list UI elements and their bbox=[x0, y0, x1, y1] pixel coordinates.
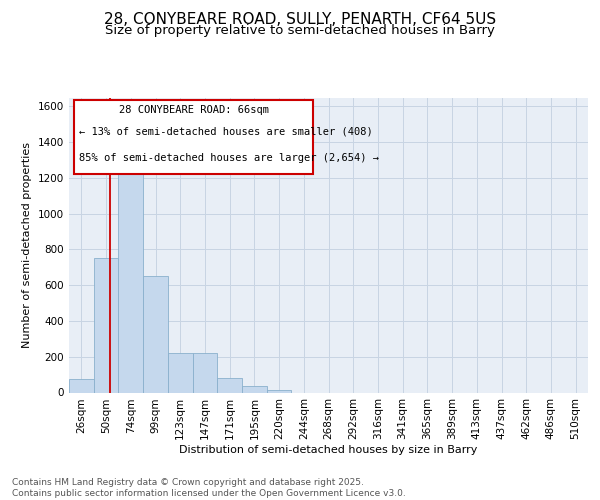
Bar bbox=[118, 162, 143, 392]
Bar bbox=[168, 353, 193, 393]
Bar bbox=[193, 353, 217, 393]
Text: Contains HM Land Registry data © Crown copyright and database right 2025.
Contai: Contains HM Land Registry data © Crown c… bbox=[12, 478, 406, 498]
FancyBboxPatch shape bbox=[74, 100, 313, 174]
Bar bbox=[242, 386, 267, 392]
Bar bbox=[267, 390, 292, 392]
Text: 28 CONYBEARE ROAD: 66sqm: 28 CONYBEARE ROAD: 66sqm bbox=[119, 105, 269, 115]
Text: 85% of semi-detached houses are larger (2,654) →: 85% of semi-detached houses are larger (… bbox=[79, 153, 379, 163]
Text: Size of property relative to semi-detached houses in Barry: Size of property relative to semi-detach… bbox=[105, 24, 495, 37]
Bar bbox=[143, 276, 168, 392]
Text: 28, CONYBEARE ROAD, SULLY, PENARTH, CF64 5US: 28, CONYBEARE ROAD, SULLY, PENARTH, CF64… bbox=[104, 12, 496, 28]
X-axis label: Distribution of semi-detached houses by size in Barry: Distribution of semi-detached houses by … bbox=[179, 445, 478, 455]
Bar bbox=[94, 258, 118, 392]
Bar bbox=[217, 378, 242, 392]
Bar bbox=[69, 379, 94, 392]
Y-axis label: Number of semi-detached properties: Number of semi-detached properties bbox=[22, 142, 32, 348]
Text: ← 13% of semi-detached houses are smaller (408): ← 13% of semi-detached houses are smalle… bbox=[79, 126, 373, 136]
